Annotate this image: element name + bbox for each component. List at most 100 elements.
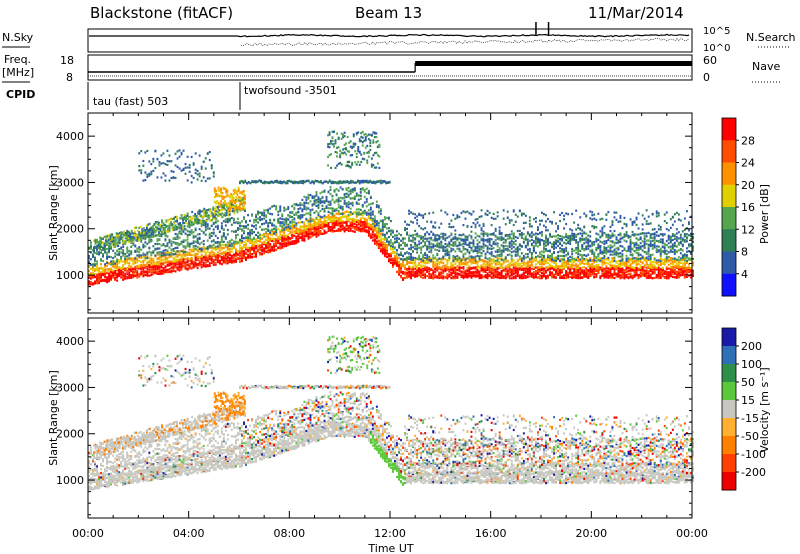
power-cell [402,255,404,257]
power-cell [126,252,128,254]
power-cell [495,239,497,241]
power-cell [253,256,255,258]
power-cell [157,238,159,240]
power-cell [263,218,265,220]
power-cell [454,233,456,235]
power-cell [444,249,446,251]
power-cell [342,216,344,218]
power-cell [293,235,295,237]
power-cell [233,222,235,224]
power-cell [442,265,444,267]
power-cell [448,243,450,245]
power-cell [100,267,102,269]
power-cell [116,261,118,263]
power-cell [193,250,195,252]
power-cell [420,270,422,272]
power-cell [386,232,388,234]
power-cell [380,230,382,232]
power-cell [289,225,291,227]
power-cell [191,242,193,244]
power-cell [122,252,124,254]
power-cell [446,237,448,239]
power-cell [408,272,410,274]
power-cell [495,270,497,272]
power-cell [360,191,362,193]
power-cell [370,214,372,216]
power-cell [324,210,326,212]
power-cell [267,233,269,235]
power-cell [491,260,493,262]
power-cell [144,241,146,243]
power-cell [146,257,148,259]
power-cell [225,244,227,246]
power-cell [424,269,426,271]
power-cell [183,260,185,262]
power-cell [416,267,418,269]
power-cell [428,251,430,253]
power-cell [189,264,191,266]
power-cell [358,194,360,196]
power-cell [106,278,108,280]
power-cell [513,241,515,243]
power-cell [96,268,98,270]
power-cell [189,234,191,236]
power-cell [301,204,303,206]
power-cell [390,239,392,241]
power-cell [136,274,138,276]
power-cell [477,274,479,276]
power-cell [348,203,350,205]
power-cell [497,245,499,247]
power-cell [485,239,487,241]
power-cell [356,195,358,197]
power-cell [424,252,426,254]
power-cell [197,264,199,266]
power-cell [402,265,404,267]
power-cell [352,202,354,204]
power-cell [368,204,370,206]
power-cell [169,256,171,258]
power-cell [495,276,497,278]
power-cell [469,234,471,236]
power-cell [515,254,517,256]
power-cell [440,236,442,238]
power-cell [104,270,106,272]
power-cell [314,203,316,205]
power-cell [503,267,505,269]
power-cell [277,240,279,242]
power-cell [92,253,94,255]
power-cell [90,246,92,248]
power-cell [229,248,231,250]
power-cell [128,257,130,259]
power-cell [328,214,330,216]
power-cell [344,197,346,199]
power-cell [201,264,203,266]
power-cell [513,235,515,237]
power-cell [314,200,316,202]
power-cell [259,253,261,255]
power-cell [426,269,428,271]
power-cell [136,265,138,267]
power-cell [467,239,469,241]
power-cell [412,246,414,248]
power-cell [102,253,104,255]
power-cell [181,256,183,258]
power-cell [142,260,144,262]
power-cell [261,212,263,214]
power-cell [267,222,269,224]
power-cell [173,238,175,240]
power-cell [328,225,330,227]
power-cell [465,271,467,273]
power-cell [330,226,332,228]
power-cell [157,263,159,265]
power-cell [394,241,396,243]
power-cell [255,216,257,218]
power-cell [515,265,517,267]
power-cell [193,236,195,238]
power-cell [410,262,412,264]
power-cell [354,198,356,200]
power-cell [400,265,402,267]
power-cell [485,266,487,268]
power-cell [461,212,463,214]
power-cell [217,227,219,229]
power-cell [386,251,388,253]
